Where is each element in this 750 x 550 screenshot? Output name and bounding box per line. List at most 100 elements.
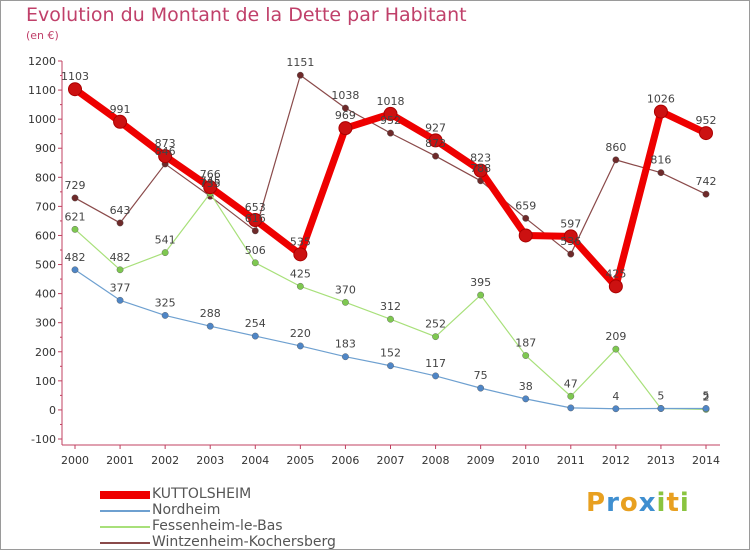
data-label: 1018 <box>377 95 405 108</box>
legend-swatch <box>100 491 150 499</box>
x-tick-label: 2013 <box>647 454 675 467</box>
data-point <box>387 362 394 370</box>
data-point <box>338 121 353 136</box>
data-label: 377 <box>110 281 131 294</box>
data-point <box>522 214 530 222</box>
y-tick-label: 0 <box>49 404 56 417</box>
x-tick-label: 2011 <box>557 454 585 467</box>
data-label: 312 <box>380 300 401 313</box>
x-tick-label: 2014 <box>692 454 720 467</box>
y-tick-label: 400 <box>35 288 56 301</box>
data-label: 653 <box>245 201 266 214</box>
data-label: 1103 <box>61 70 89 83</box>
data-point <box>342 298 349 306</box>
x-tick-label: 2012 <box>602 454 630 467</box>
data-point <box>383 106 398 121</box>
data-point <box>203 180 218 195</box>
data-point <box>612 156 620 164</box>
y-tick-label: 1200 <box>28 55 56 68</box>
data-label: 5 <box>703 389 710 402</box>
data-point <box>432 372 439 380</box>
data-label: 729 <box>65 179 86 192</box>
logo-letter: i <box>679 488 690 518</box>
data-point <box>657 169 665 177</box>
x-tick-label: 2002 <box>151 454 179 467</box>
data-point <box>612 345 620 353</box>
x-tick-label: 2007 <box>377 454 405 467</box>
data-point <box>206 322 214 330</box>
y-tick-label: -100 <box>31 433 56 446</box>
data-point <box>477 291 485 299</box>
data-label: 47 <box>564 377 578 390</box>
data-label: 873 <box>425 137 446 150</box>
data-point <box>296 342 304 350</box>
y-tick-label: 300 <box>35 317 56 330</box>
data-point <box>432 333 439 341</box>
data-point <box>567 250 575 258</box>
x-tick-label: 2004 <box>241 454 269 467</box>
data-point <box>612 405 620 413</box>
data-point <box>342 353 349 361</box>
data-point <box>158 149 173 164</box>
logo-letter: x <box>638 488 657 518</box>
data-label: 969 <box>335 109 356 122</box>
data-point <box>473 163 488 178</box>
data-point <box>428 133 443 148</box>
data-label: 659 <box>515 199 536 212</box>
data-label: 735 <box>200 177 221 190</box>
legend-label: Wintzenheim-Kochersberg <box>152 534 336 550</box>
x-tick-label: 2003 <box>196 454 224 467</box>
data-label: 860 <box>605 141 626 154</box>
y-tick-label: 100 <box>35 375 56 388</box>
data-point <box>161 249 169 257</box>
data-label: 952 <box>380 114 401 127</box>
chart-title: Evolution du Montant de la Dette par Hab… <box>26 4 467 26</box>
data-point <box>432 152 439 160</box>
data-point <box>518 228 533 243</box>
legend-item: KUTTOLSHEIM <box>100 486 400 502</box>
data-label: 745 <box>200 174 221 187</box>
data-label: 252 <box>425 318 446 331</box>
data-label: 766 <box>200 168 221 181</box>
legend-label: KUTTOLSHEIM <box>152 486 252 502</box>
logo-letter: r <box>606 488 620 518</box>
x-tick-label: 2006 <box>331 454 359 467</box>
data-point <box>251 259 259 267</box>
data-label: 536 <box>560 235 581 248</box>
data-label: 621 <box>65 210 86 223</box>
data-label: 597 <box>560 217 581 230</box>
legend-item: Wintzenheim-Kochersberg <box>100 534 400 550</box>
data-label: 616 <box>245 212 266 225</box>
data-label: 152 <box>380 347 401 360</box>
y-tick-label: 1000 <box>28 113 56 126</box>
logo-letter: o <box>619 488 639 518</box>
data-point <box>293 247 308 262</box>
data-label: 506 <box>245 244 266 257</box>
data-label: 4 <box>612 390 619 403</box>
data-label: 927 <box>425 121 446 134</box>
data-label: 1151 <box>286 56 314 69</box>
data-point <box>702 190 710 198</box>
y-tick-label: 900 <box>35 142 56 155</box>
data-label: 75 <box>474 369 488 382</box>
data-point <box>161 312 169 319</box>
line-chart: -100 0 100 200 300 400 500 600 700 800 900 1000 1100… <box>28 55 720 467</box>
data-label: 325 <box>155 296 176 309</box>
y-tick-label: 800 <box>35 171 56 184</box>
y-tick-label: 200 <box>35 346 56 359</box>
data-label: 482 <box>65 251 86 264</box>
data-label: 541 <box>155 234 176 247</box>
data-point <box>522 395 530 403</box>
data-label: 991 <box>110 103 131 116</box>
data-label: 209 <box>605 330 626 343</box>
data-point <box>251 227 259 235</box>
x-tick-label: 2000 <box>61 454 89 467</box>
legend-swatch <box>100 510 150 512</box>
data-label: 535 <box>290 235 311 248</box>
data-point <box>477 384 485 392</box>
data-label: 816 <box>650 154 671 167</box>
data-label: 5 <box>657 389 664 402</box>
y-tick-label: 500 <box>35 259 56 272</box>
data-label: 823 <box>470 152 491 165</box>
